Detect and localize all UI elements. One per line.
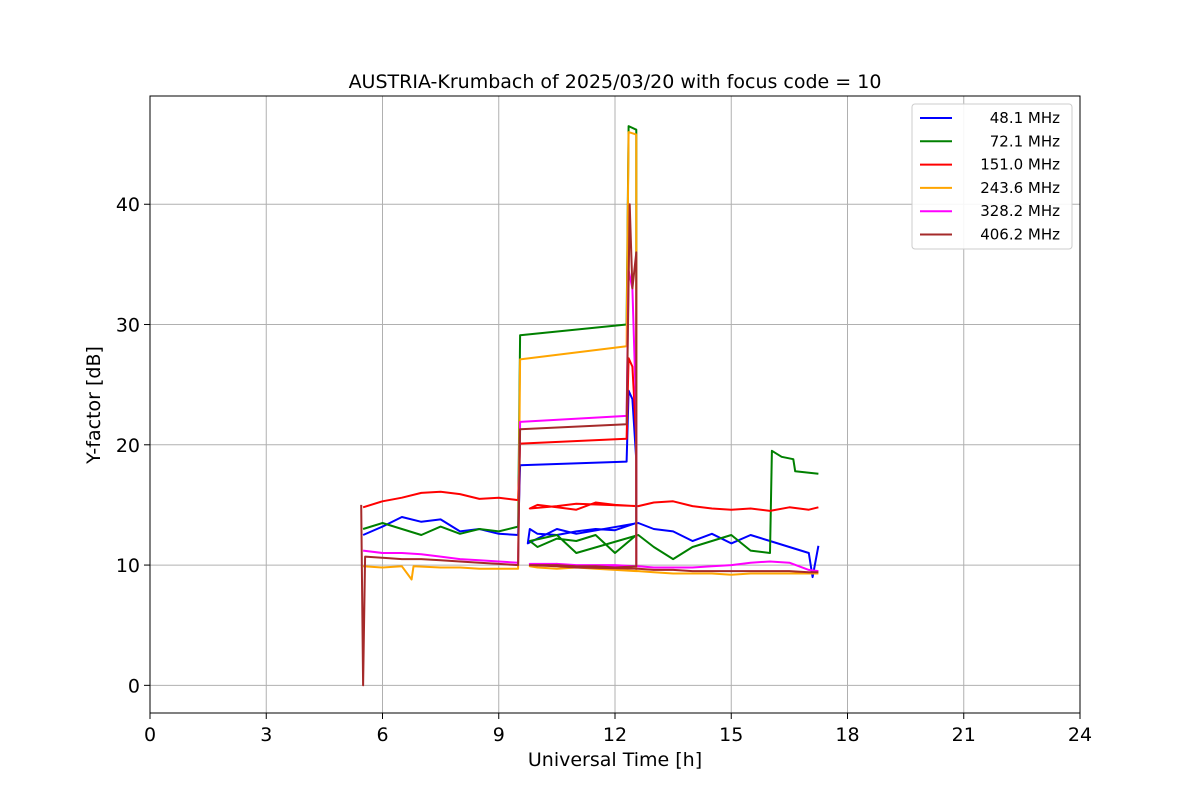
y-tick-label: 40 — [116, 194, 140, 216]
chart-title: AUSTRIA-Krumbach of 2025/03/20 with focu… — [349, 71, 882, 93]
x-axis-label: Universal Time [h] — [528, 749, 702, 771]
x-tick-label: 24 — [1068, 724, 1092, 746]
x-tick-label: 9 — [493, 724, 505, 746]
x-tick-label: 15 — [719, 724, 743, 746]
y-tick-label: 10 — [116, 555, 140, 577]
y-tick-label: 0 — [128, 675, 140, 697]
legend-box — [911, 103, 1073, 250]
x-tick-label: 0 — [144, 724, 156, 746]
series-line-5 — [360, 203, 819, 687]
y-tick-label: 30 — [116, 315, 140, 337]
legend: 48.1 MHz 72.1 MHz 151.0 MHz 243.6 MHz 328.2 … — [911, 103, 1073, 250]
legend-label: 406.2 MHz — [980, 226, 1060, 244]
legend-label: 243.6 MHz — [980, 179, 1060, 197]
x-axis-ticks: 0 3 6 9 12 15 18 21 24 — [144, 713, 1092, 746]
x-tick-label: 18 — [835, 724, 859, 746]
series-line-3 — [363, 131, 819, 581]
x-tick-label: 21 — [952, 724, 976, 746]
legend-label: 48.1 MHz — [990, 109, 1060, 127]
y-tick-label: 20 — [116, 435, 140, 457]
x-tick-label: 12 — [603, 724, 627, 746]
y-axis-ticks: 0 10 20 30 40 — [116, 194, 150, 697]
series-line-1 — [362, 125, 819, 561]
series-line-2 — [362, 357, 819, 512]
series-line-4 — [362, 269, 819, 573]
y-axis-label: Y-factor [dB] — [83, 346, 105, 465]
legend-label: 72.1 MHz — [990, 132, 1060, 150]
plot-series — [360, 125, 820, 687]
legend-label: 328.2 MHz — [980, 202, 1060, 220]
x-tick-label: 6 — [376, 724, 388, 746]
legend-label: 151.0 MHz — [980, 156, 1060, 174]
x-tick-label: 3 — [260, 724, 272, 746]
